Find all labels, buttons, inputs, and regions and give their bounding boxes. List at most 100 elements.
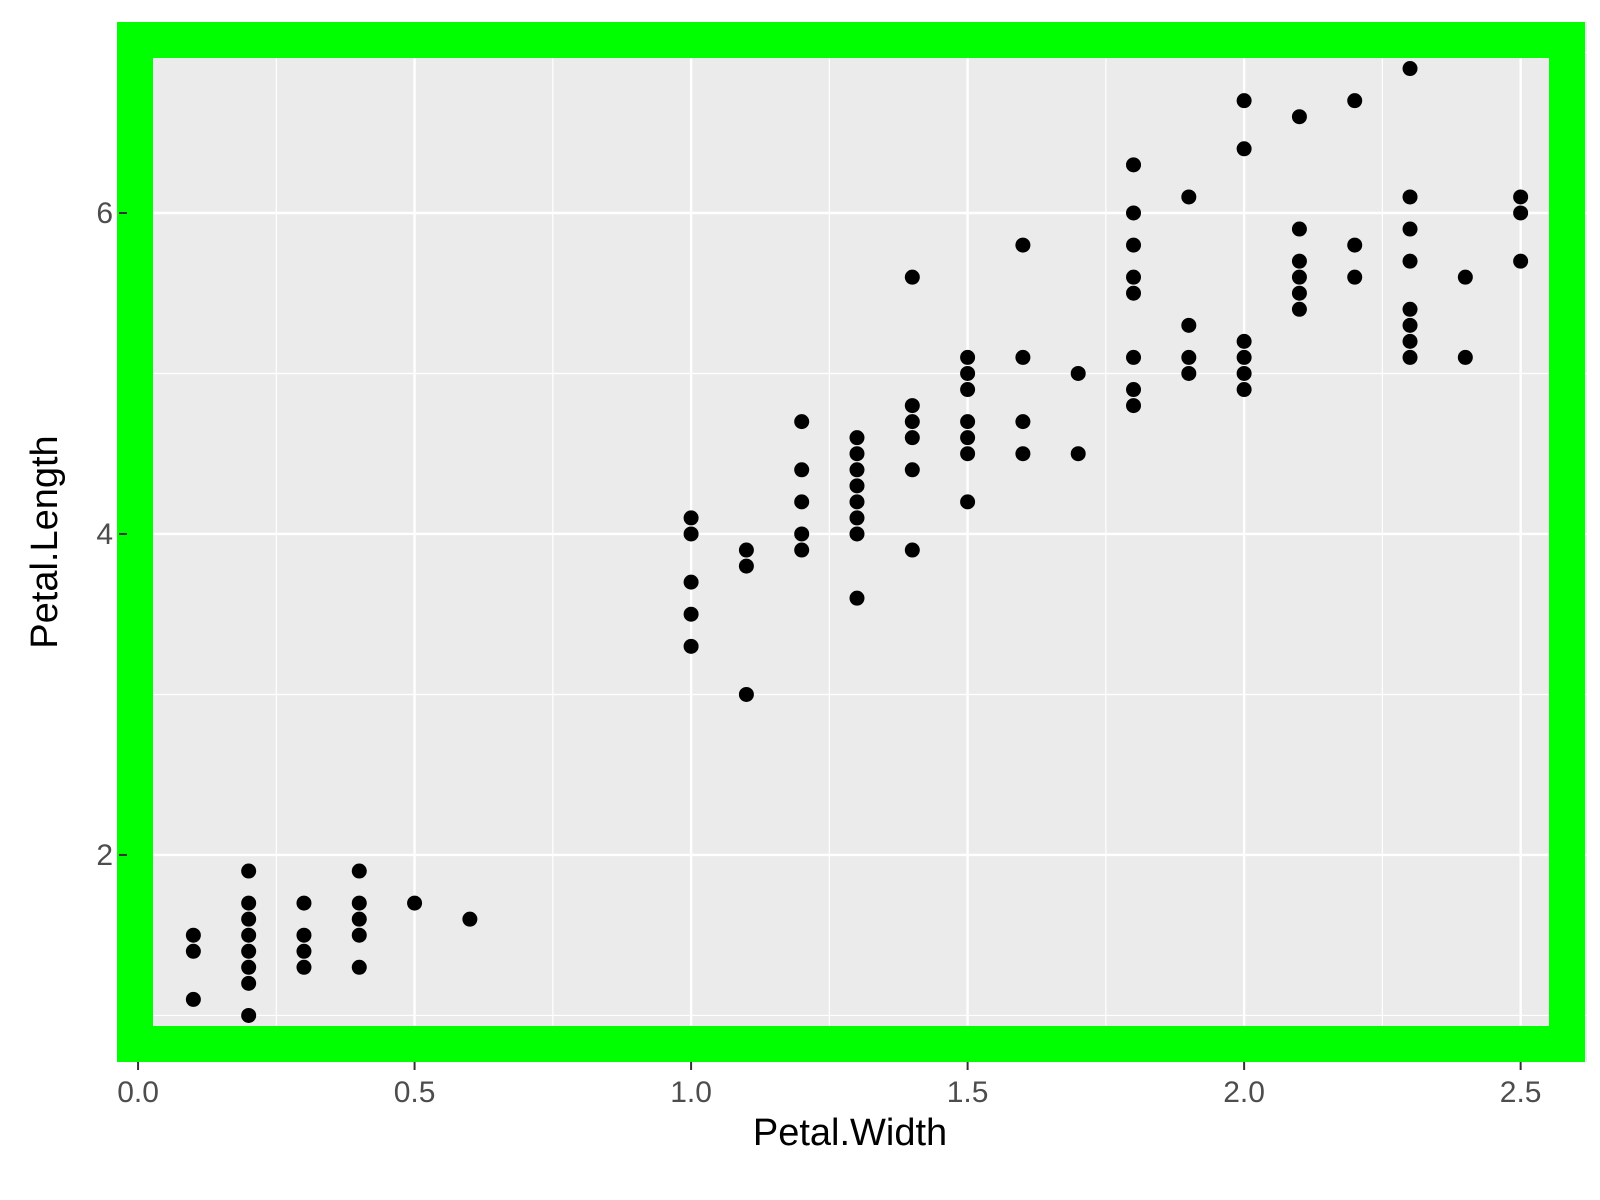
data-point [185,927,201,943]
data-point [683,606,699,622]
data-point [1236,333,1252,349]
data-point [1402,301,1418,317]
data-point [960,494,976,510]
data-point [1015,414,1031,430]
data-point [296,895,312,911]
data-point [241,975,257,991]
x-tick-label: 1.0 [670,1076,712,1109]
data-point [462,911,478,927]
data-point [1402,349,1418,365]
data-point [1236,141,1252,157]
x-tick-label: 0.0 [117,1076,159,1109]
data-point [904,542,920,558]
data-point [738,542,754,558]
x-tick-label: 1.5 [947,1076,989,1109]
data-point [1181,365,1197,381]
data-point [296,959,312,975]
data-point [683,574,699,590]
data-point [1513,253,1529,269]
panel-background [127,22,1587,1062]
data-point [351,927,367,943]
data-point [904,462,920,478]
data-point [794,542,810,558]
data-point [1126,398,1142,414]
data-point [1015,446,1031,462]
data-point [738,686,754,702]
data-point [1126,349,1142,365]
data-point [1457,269,1473,285]
data-point [1126,269,1142,285]
data-point [1126,205,1142,221]
data-point [849,478,865,494]
data-point [1513,189,1529,205]
data-point [241,1007,257,1023]
data-point [351,911,367,927]
data-point [849,590,865,606]
data-point [683,526,699,542]
data-point [1291,109,1307,125]
data-point [1070,365,1086,381]
data-point [1402,333,1418,349]
data-point [407,895,423,911]
data-point [794,414,810,430]
data-point [849,510,865,526]
data-points [185,61,1529,1023]
data-point [241,895,257,911]
data-point [794,494,810,510]
data-point [960,430,976,446]
data-point [185,991,201,1007]
data-point [683,510,699,526]
data-point [904,398,920,414]
data-point [1015,349,1031,365]
data-point [296,927,312,943]
data-point [1291,301,1307,317]
data-point [1402,61,1418,77]
data-point [1402,221,1418,237]
data-point [849,526,865,542]
y-tick-label: 4 [96,518,113,551]
data-point [1457,349,1473,365]
data-point [296,943,312,959]
y-axis: 2 4 6 [96,197,127,872]
data-point [1181,189,1197,205]
data-point [1347,269,1363,285]
data-point [185,943,201,959]
data-point [1126,157,1142,173]
data-point [241,943,257,959]
data-point [241,959,257,975]
data-point [351,863,367,879]
data-point [960,349,976,365]
y-tick-label: 2 [96,839,113,872]
x-tick-label: 0.5 [394,1076,436,1109]
data-point [849,430,865,446]
data-point [960,414,976,430]
x-axis: 0.0 0.5 1.0 1.5 2.0 2.5 [117,1062,1541,1109]
data-point [683,638,699,654]
data-point [1181,317,1197,333]
data-point [1236,365,1252,381]
data-point [1236,382,1252,398]
data-point [1126,285,1142,301]
data-point [904,430,920,446]
data-point [1126,382,1142,398]
data-point [1402,317,1418,333]
x-axis-title: Petal.Width [753,1112,947,1154]
data-point [960,365,976,381]
data-point [1347,237,1363,253]
x-tick-label: 2.5 [1500,1076,1542,1109]
data-point [849,446,865,462]
data-point [1291,221,1307,237]
y-tick-label: 6 [96,197,113,230]
data-point [960,446,976,462]
data-point [1236,93,1252,109]
data-point [794,526,810,542]
data-point [1181,349,1197,365]
data-point [241,863,257,879]
data-point [1291,285,1307,301]
data-point [241,911,257,927]
data-point [738,558,754,574]
data-point [1402,189,1418,205]
data-point [1236,349,1252,365]
data-point [1291,269,1307,285]
data-point [241,927,257,943]
